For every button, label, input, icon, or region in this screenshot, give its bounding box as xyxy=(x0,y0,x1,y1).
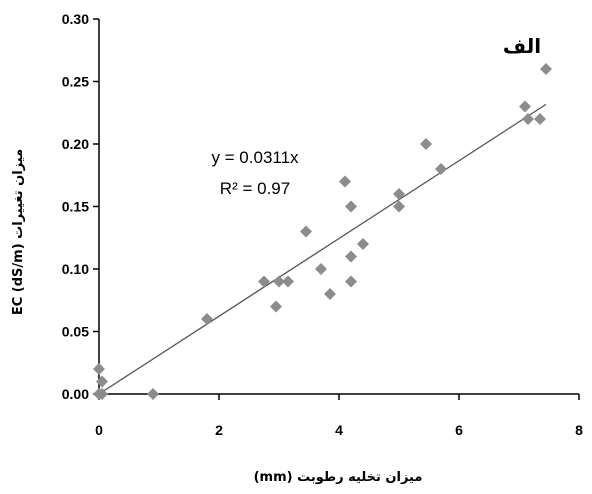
data-point xyxy=(339,175,351,188)
data-points xyxy=(93,63,552,400)
x-axis-title: میزان تخلیه رطوبت (mm) xyxy=(254,470,423,485)
x-tick-label: 2 xyxy=(215,422,223,438)
x-tick-label: 4 xyxy=(335,422,343,438)
data-point xyxy=(345,200,357,213)
data-point xyxy=(96,388,108,400)
data-point xyxy=(345,250,357,263)
data-point xyxy=(393,188,405,200)
panel-label: الف xyxy=(503,34,541,58)
data-point xyxy=(273,275,285,288)
y-tick-label: 0.25 xyxy=(62,74,89,90)
data-point xyxy=(201,313,213,325)
data-point xyxy=(540,63,552,75)
equation-label: y = 0.0311x xyxy=(211,148,299,167)
x-tick-label: 6 xyxy=(455,422,463,438)
y-axis-ticks: 0.00 0.05 0.10 0.15 0.20 0.25 0.30 xyxy=(62,11,99,402)
x-tick-label: 8 xyxy=(575,422,583,438)
x-tick-label: 0 xyxy=(95,422,103,438)
data-point xyxy=(258,275,270,288)
r-squared-label: R² = 0.97 xyxy=(220,179,290,198)
y-axis-title: میزان تغییرات EC (dS/m) xyxy=(11,149,26,315)
y-tick-label: 0.15 xyxy=(62,199,89,215)
data-point xyxy=(522,113,534,125)
data-point xyxy=(324,288,336,300)
y-tick-label: 0.05 xyxy=(62,324,89,340)
data-point xyxy=(534,113,546,125)
data-point xyxy=(270,300,282,313)
data-point xyxy=(282,275,294,288)
data-point xyxy=(357,238,369,250)
data-point xyxy=(96,375,108,388)
data-point xyxy=(519,100,531,113)
data-point xyxy=(345,275,357,288)
data-point xyxy=(315,263,327,275)
data-point xyxy=(420,138,432,150)
y-tick-label: 0.00 xyxy=(62,386,89,402)
data-point xyxy=(93,363,105,375)
y-tick-label: 0.10 xyxy=(62,261,89,277)
data-point xyxy=(435,163,447,175)
trendline xyxy=(98,103,547,395)
data-point xyxy=(147,388,159,400)
y-tick-label: 0.30 xyxy=(62,11,89,27)
y-tick-label: 0.20 xyxy=(62,136,89,152)
data-point xyxy=(300,225,312,238)
data-point xyxy=(393,200,405,213)
x-axis-ticks: 0 2 4 6 8 xyxy=(95,394,583,438)
